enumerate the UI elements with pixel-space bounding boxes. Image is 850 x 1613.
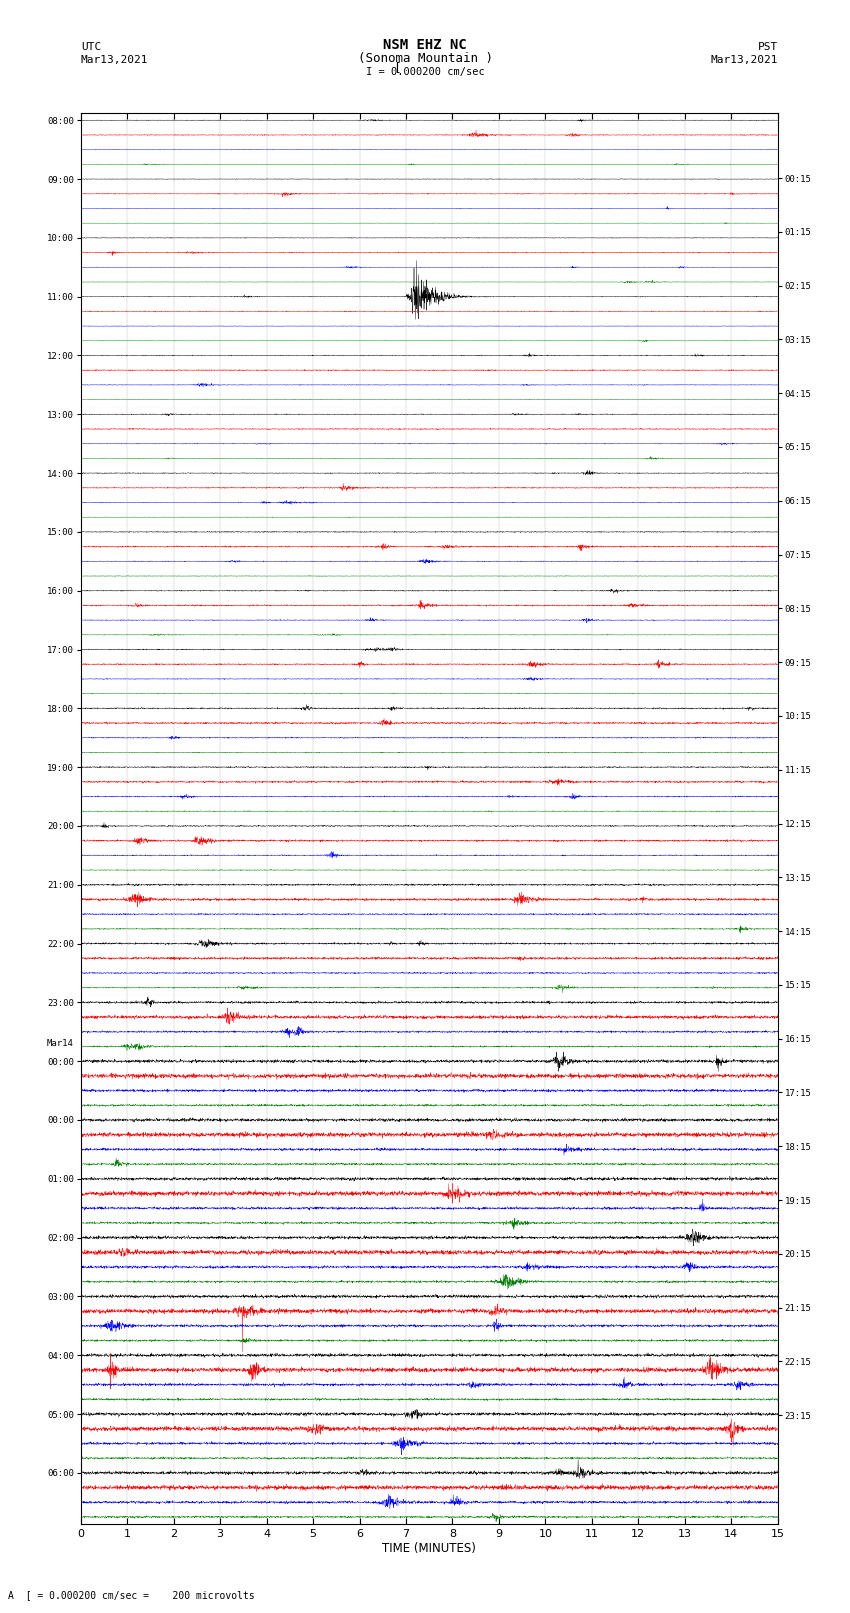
Text: Mar13,2021: Mar13,2021	[81, 55, 148, 65]
Text: Mar13,2021: Mar13,2021	[711, 55, 778, 65]
Text: PST: PST	[757, 42, 778, 52]
Text: [: [	[394, 61, 401, 74]
X-axis label: TIME (MINUTES): TIME (MINUTES)	[382, 1542, 476, 1555]
Text: A  [ = 0.000200 cm/sec =    200 microvolts: A [ = 0.000200 cm/sec = 200 microvolts	[8, 1590, 255, 1600]
Text: UTC: UTC	[81, 42, 101, 52]
Text: Mar14: Mar14	[47, 1039, 74, 1048]
Text: (Sonoma Mountain ): (Sonoma Mountain )	[358, 52, 492, 65]
Text: I = 0.000200 cm/sec: I = 0.000200 cm/sec	[366, 68, 484, 77]
Text: NSM EHZ NC: NSM EHZ NC	[383, 37, 467, 52]
